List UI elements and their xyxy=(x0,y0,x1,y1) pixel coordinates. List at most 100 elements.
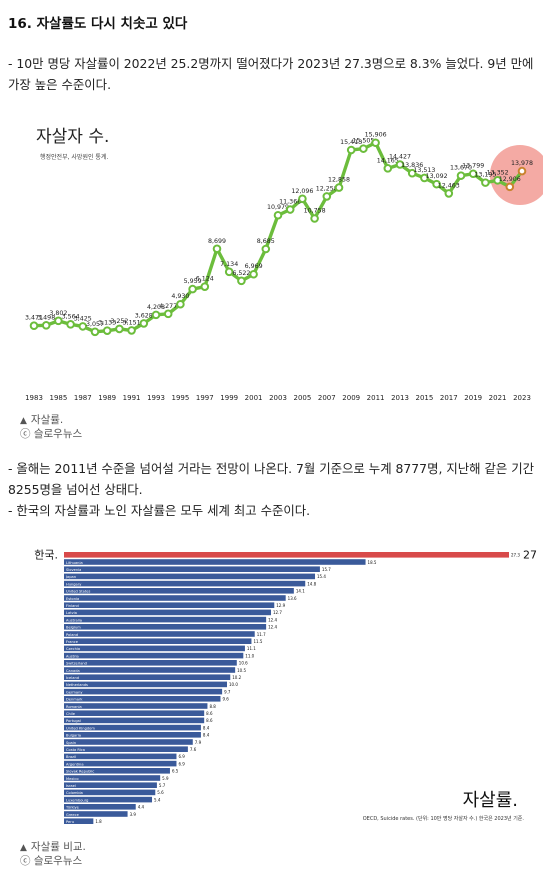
x-tick-label-1993: 1993 xyxy=(147,394,165,402)
series-line xyxy=(33,141,524,334)
bar-category-4: Hungary xyxy=(66,582,82,586)
data-point-1985 xyxy=(54,316,63,326)
data-point-1986 xyxy=(66,320,75,329)
bar-category-5: United States xyxy=(66,590,90,594)
bar-value-label-1: 18.5 xyxy=(368,560,377,565)
data-point-2006 xyxy=(310,214,319,223)
x-tick-label-1997: 1997 xyxy=(196,394,214,402)
data-point-2017 xyxy=(444,189,454,198)
bar-8 xyxy=(64,609,272,616)
suicide-count-line-chart: 자살자 수. 행정안전부, 사망원인 통계. 3,471 3,498 3,802 3,56… xyxy=(8,112,549,412)
point-label-1985: 3,802 xyxy=(49,310,67,317)
point-label-1988: 3,057 xyxy=(86,321,104,328)
data-point-2021 xyxy=(493,176,502,185)
data-point-1989 xyxy=(102,326,112,335)
point-label-2014: 13,836 xyxy=(401,162,423,169)
bar-category-13: Czechia xyxy=(66,647,80,651)
bar-0 xyxy=(64,552,509,558)
bar-value-label-21: 8.8 xyxy=(209,704,216,709)
bar-value-label-8: 12.7 xyxy=(273,610,282,615)
data-point-2002 xyxy=(261,244,271,254)
bar-36 xyxy=(64,811,128,817)
data-point-1988 xyxy=(90,327,100,337)
data-point-1991 xyxy=(127,326,136,335)
bar-19 xyxy=(64,688,223,695)
bar-17 xyxy=(64,674,231,680)
bar-value-label-4: 14.8 xyxy=(307,581,316,586)
data-point-1998 xyxy=(212,244,222,254)
bar-category-24: United Kingdom xyxy=(66,726,95,730)
bar-category-14: Austria xyxy=(66,654,79,658)
bar-value-label-14: 11.0 xyxy=(245,653,254,658)
line-chart-svg: 자살자 수. 행정안전부, 사망원인 통계. 3,4713,4983,8023,56… xyxy=(25,127,549,402)
data-point-1984 xyxy=(41,321,51,330)
bar-37 xyxy=(64,818,94,824)
bar-value-label-35: 4.4 xyxy=(138,805,145,810)
triangle-up-icon: ▲ xyxy=(20,416,27,426)
x-tick-label-2007: 2007 xyxy=(318,394,336,402)
bar-category-29: Argentina xyxy=(66,762,84,766)
bar-value-label-18: 10.0 xyxy=(229,682,238,687)
point-label-1991: 3,151 xyxy=(123,319,141,326)
bar-value-label-32: 5.7 xyxy=(159,783,166,788)
bar-25 xyxy=(64,732,201,738)
point-label-1987: 3,425 xyxy=(74,315,92,322)
bar-category-31: Mexico xyxy=(66,777,79,781)
point-label-2011: 15,906 xyxy=(365,132,387,139)
x-tick-label-2009: 2009 xyxy=(342,394,360,402)
data-point-2005 xyxy=(298,194,307,204)
caption1-title: 자살률. xyxy=(30,414,64,426)
point-label-1997: 6,124 xyxy=(196,276,214,283)
bar-value-label-26: 7.9 xyxy=(195,740,202,745)
data-point-2008 xyxy=(334,183,344,192)
bar-category-20: Denmark xyxy=(66,698,83,702)
bar-category-22: Chile xyxy=(66,712,76,716)
caption1-source: ⓒ 슬로우뉴스 xyxy=(20,428,83,440)
bar-chart-svg: 27.3 Lithuania 18.5 Slovenia 15.7 Japan 15.4 Hu… xyxy=(34,549,548,824)
bar-value-label-31: 5.9 xyxy=(162,776,169,781)
highlight-category-label: 한국. xyxy=(34,549,58,562)
x-tick-label-2021: 2021 xyxy=(489,394,507,402)
data-point-1999 xyxy=(224,267,234,277)
bar-category-27: Costa Rica xyxy=(66,748,85,752)
data-point-2009 xyxy=(346,145,356,155)
highlight-value-label: 27.3 xyxy=(523,549,538,562)
data-point-2019 xyxy=(468,169,478,179)
x-tick-label-1985: 1985 xyxy=(49,394,67,402)
caption2-title: 자살률 비교. xyxy=(30,841,86,853)
bar-23 xyxy=(64,717,205,724)
x-tick-label-1999: 1999 xyxy=(220,394,238,402)
bar-value-label-34: 5.4 xyxy=(154,797,161,802)
x-tick-label-2011: 2011 xyxy=(367,394,385,402)
bar-15 xyxy=(64,660,237,666)
bar-value-label-9: 12.4 xyxy=(268,617,277,622)
bar-29 xyxy=(64,760,177,767)
bar-6 xyxy=(64,595,286,601)
point-label-2001: 6,969 xyxy=(245,263,263,270)
x-tick-label-2013: 2013 xyxy=(391,394,409,402)
bar-category-32: Israel xyxy=(66,784,76,788)
article-heading: 16. 자살률도 다시 치솟고 있다 xyxy=(8,16,188,32)
bar-31 xyxy=(64,775,161,781)
x-tick-label-2015: 2015 xyxy=(415,394,433,402)
point-label-1996: 5,959 xyxy=(184,278,202,285)
bar-7 xyxy=(64,602,275,608)
point-label-2013: 14,427 xyxy=(389,154,411,161)
bar-category-10: Belgium xyxy=(66,626,81,630)
bar-value-label-24: 8.4 xyxy=(203,725,210,730)
x-tick-label-1989: 1989 xyxy=(98,394,116,402)
data-point-1983 xyxy=(29,321,39,331)
bar-14 xyxy=(64,652,244,659)
data-point-1987 xyxy=(78,322,88,331)
point-label-2016: 13,092 xyxy=(426,173,448,180)
point-label-1984: 3,498 xyxy=(37,314,55,321)
point-label-1992: 3,628 xyxy=(135,312,153,319)
point-label-1994: 4,277 xyxy=(159,303,177,310)
oecd-suicide-rate-bar-chart: 27.3 Lithuania 18.5 Slovenia 15.7 Japan 15.4 Hu… xyxy=(28,540,548,830)
bar-value-label-7: 12.9 xyxy=(276,603,285,608)
data-point-2001 xyxy=(249,269,258,279)
bar-category-34: Luxembourg xyxy=(66,798,88,802)
bar-33 xyxy=(64,789,156,796)
bar-32 xyxy=(64,782,157,788)
bar-4 xyxy=(64,580,306,587)
